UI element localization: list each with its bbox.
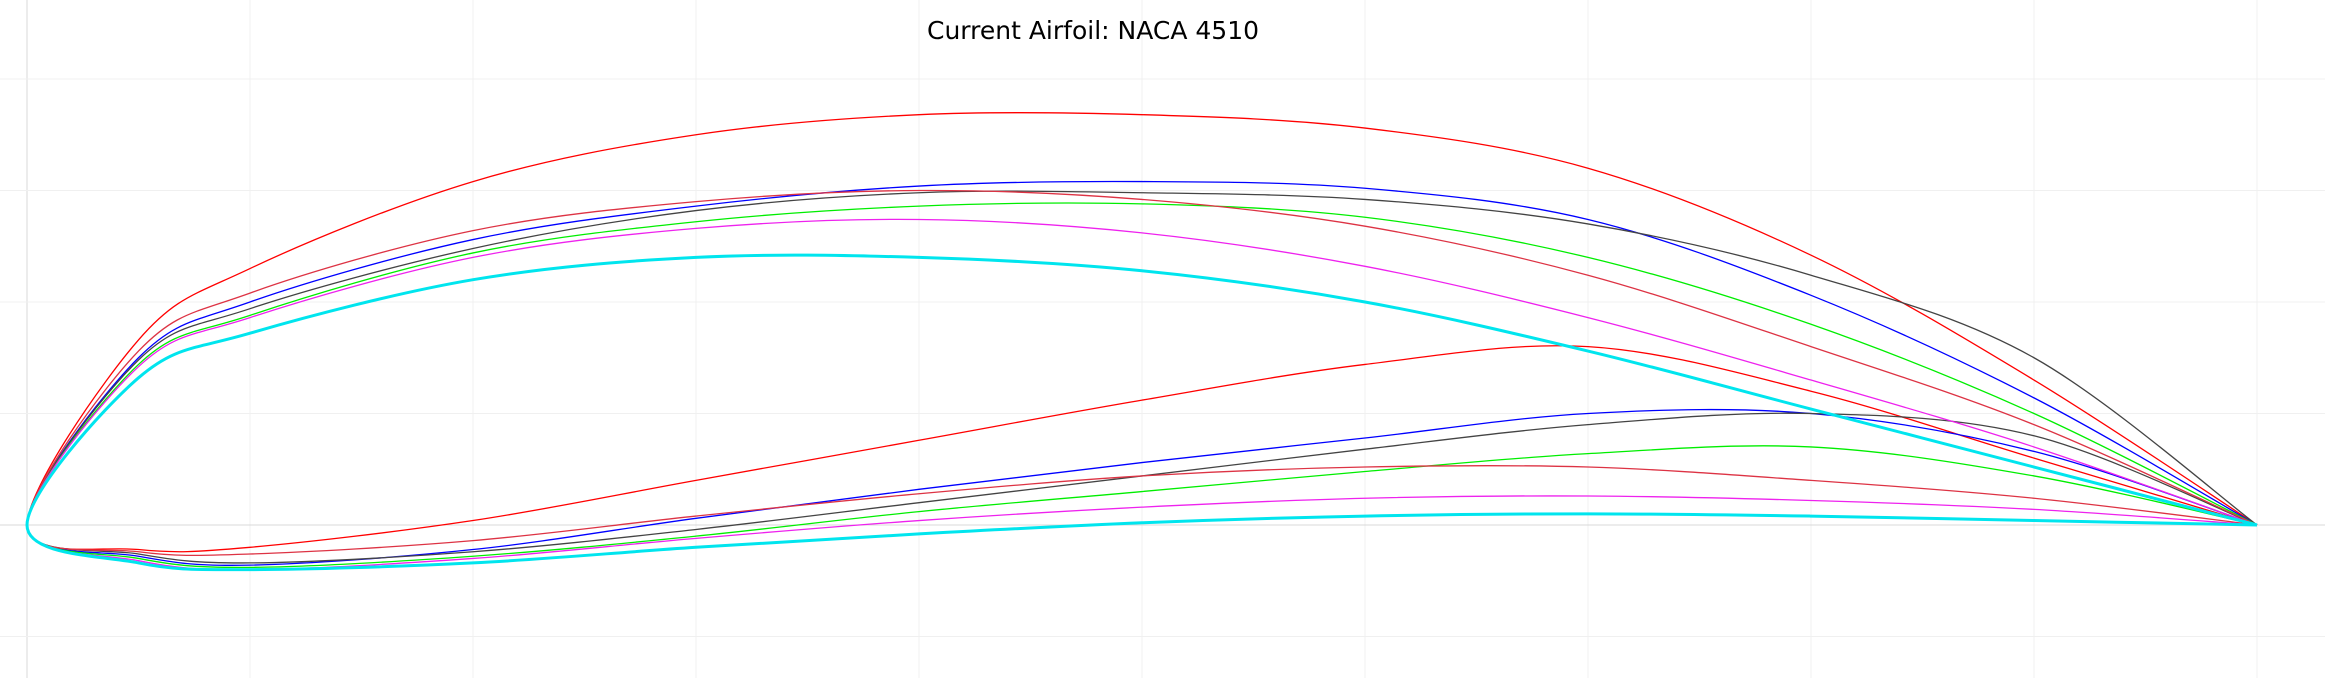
chart-title: Current Airfoil: NACA 4510 bbox=[927, 16, 1259, 45]
airfoil-series-line-7 bbox=[25, 253, 2258, 572]
airfoil-series-line-5 bbox=[26, 189, 2258, 557]
airfoil-series bbox=[25, 111, 2258, 572]
